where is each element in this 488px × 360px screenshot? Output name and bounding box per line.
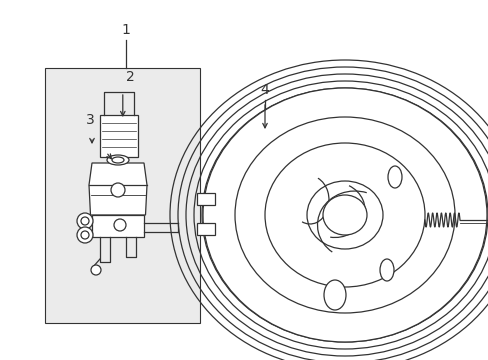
Ellipse shape [235, 117, 454, 313]
Circle shape [77, 227, 93, 243]
Ellipse shape [379, 259, 393, 281]
Ellipse shape [264, 143, 424, 287]
Bar [45, 68, 200, 323]
Bar [197, 223, 215, 235]
Text: 1: 1 [121, 23, 130, 37]
Circle shape [111, 183, 125, 197]
Circle shape [81, 231, 89, 239]
Bar [100, 115, 138, 157]
Bar [92, 215, 143, 237]
Text: 4: 4 [260, 83, 269, 97]
Circle shape [77, 213, 93, 229]
Text: 3: 3 [85, 113, 94, 127]
Circle shape [114, 219, 126, 231]
Ellipse shape [112, 157, 124, 163]
Circle shape [91, 265, 101, 275]
Text: 2: 2 [125, 70, 134, 84]
Ellipse shape [306, 181, 382, 249]
Ellipse shape [203, 88, 486, 342]
Polygon shape [89, 163, 147, 215]
Ellipse shape [324, 280, 346, 310]
Ellipse shape [323, 195, 366, 235]
Ellipse shape [107, 155, 129, 165]
Circle shape [81, 217, 89, 225]
Bar [197, 193, 215, 205]
Ellipse shape [387, 166, 401, 188]
